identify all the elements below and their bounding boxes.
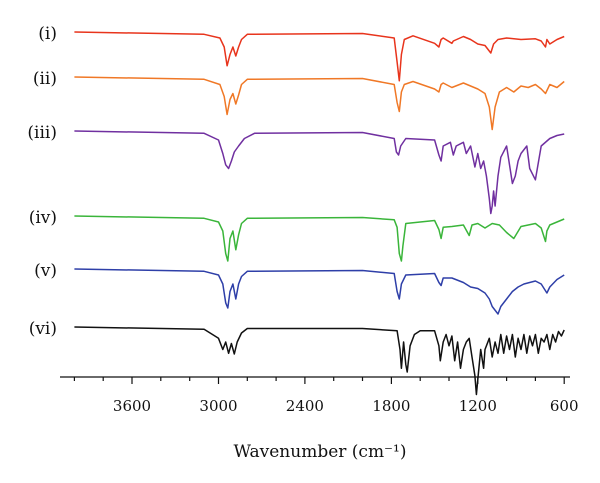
spectrum-line-5 (74, 268, 565, 315)
x-tick-label: 3000 (199, 397, 237, 415)
x-tick-label: 1800 (372, 397, 410, 415)
series-labels: (i) (ii) (iii) (iv) (v) (vi) (27, 24, 57, 339)
series-label-6: (vi) (29, 319, 57, 339)
series-group (74, 31, 565, 396)
x-axis-title: Wavenumber (cm⁻¹) (234, 442, 407, 462)
x-tick-label: 600 (550, 397, 579, 415)
series-label-5: (v) (34, 261, 57, 281)
x-tick-label: 1200 (459, 397, 497, 415)
series-label-3: (iii) (27, 123, 57, 143)
spectrum-line-3 (74, 130, 565, 215)
series-label-1: (i) (38, 24, 57, 44)
spectrum-line-4 (74, 215, 565, 262)
series-label-2: (ii) (33, 69, 57, 89)
series-label-4: (iv) (29, 208, 57, 228)
x-tick-label: 3600 (113, 397, 151, 415)
spectrum-line-6 (74, 326, 565, 396)
x-tick-label: 2400 (286, 397, 324, 415)
spectrum-line-1 (74, 31, 565, 82)
x-axis: 3600 3000 2400 1800 1200 600 (60, 376, 579, 415)
spectrum-line-2 (74, 76, 565, 131)
